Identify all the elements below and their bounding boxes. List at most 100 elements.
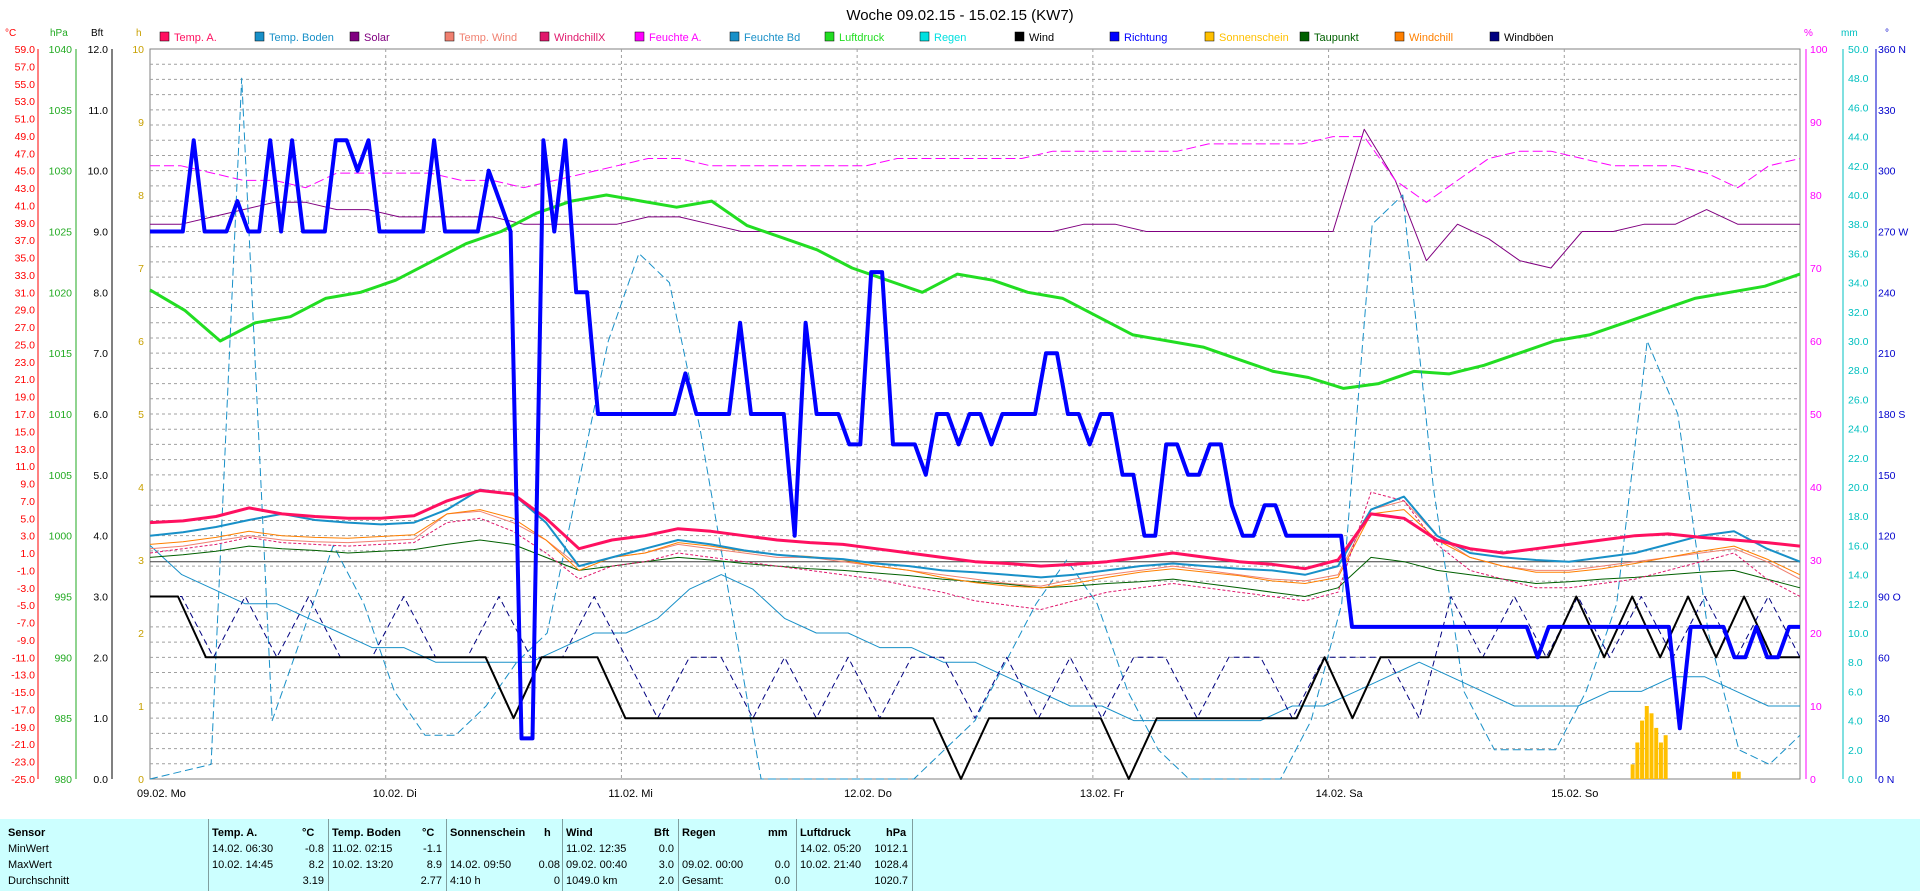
humidity-tick-label: 40 <box>1810 482 1822 494</box>
temp-tick-label: 13.0 <box>15 444 36 456</box>
sunshine-tick-label: 10 <box>132 44 144 56</box>
beaufort-tick-label: 12.0 <box>88 44 109 56</box>
temp-tick-label: 43.0 <box>15 183 36 195</box>
wind-max-value: 3.0 <box>658 859 674 871</box>
temp-boden-max-time: 10.02. 13:20 <box>332 859 394 871</box>
legend-label-feuchte-a: Feuchte A. <box>649 32 702 44</box>
sunshine-tick-label: 9 <box>138 117 144 129</box>
pressure-tick-label: 1010 <box>49 409 73 421</box>
temp-tick-label: 17.0 <box>15 409 36 421</box>
rain-tick-label: 22.0 <box>1848 453 1869 465</box>
legend-swatch-sonnenschein <box>1204 31 1215 42</box>
chart-title: Woche 09.02.15 - 15.02.15 (KW7) <box>846 7 1073 24</box>
sonnenschein-unit: h <box>544 827 551 839</box>
temp-a-unit: °C <box>302 827 315 839</box>
wind-max-time: 09.02. 00:40 <box>566 859 628 871</box>
legend-swatch-temp-boden <box>254 31 265 42</box>
legend-swatch-wind <box>1014 31 1025 42</box>
humidity-tick-label: 50 <box>1810 409 1822 421</box>
pressure-tick-label: 1035 <box>49 105 73 117</box>
sonnenschein-title: Sonnenschein <box>450 827 526 839</box>
rain-tick-label: 4.0 <box>1848 716 1863 728</box>
humidity-tick-label: 30 <box>1810 555 1822 567</box>
legend-label-temp-a: Temp. A. <box>174 32 217 44</box>
durchschnitt-label: Durchschnitt <box>8 875 70 887</box>
pressure-tick-label: 980 <box>54 774 72 786</box>
direction-axis-unit: ° <box>1885 28 1889 39</box>
regen-unit: mm <box>768 827 788 839</box>
legend-label-windchill: Windchill <box>1409 32 1453 44</box>
luftdruck-min-value: 1012.1 <box>874 843 908 855</box>
rain-tick-label: 18.0 <box>1848 511 1869 523</box>
sonnenschein-max-time: 14.02. 09:50 <box>450 859 512 871</box>
humidity-axis-unit: % <box>1804 28 1813 39</box>
temp-boden-avg-value: 2.77 <box>420 875 442 887</box>
series-sonnenschein-bar <box>1658 742 1663 779</box>
legend-label-sonnenschein: Sonnenschein <box>1219 32 1289 44</box>
series-sonnenschein-bar <box>1644 706 1649 779</box>
temp-tick-label: -9.0 <box>17 635 35 647</box>
pressure-tick-label: 1020 <box>49 287 73 299</box>
temp-tick-label: 53.0 <box>15 96 36 108</box>
legend-swatch-windchillx <box>539 31 550 42</box>
day-label: 09.02. Mo <box>137 788 186 800</box>
legend-label-regen: Regen <box>934 32 966 44</box>
series-sonnenschein-bar <box>1630 764 1635 779</box>
temp-tick-label: 1.0 <box>20 548 35 560</box>
series-wind <box>150 595 1800 780</box>
temp-tick-label: -11.0 <box>12 652 35 664</box>
rain-tick-label: 50.0 <box>1848 44 1869 56</box>
temp-tick-label: 11.0 <box>15 461 35 473</box>
rain-tick-label: 30.0 <box>1848 336 1869 348</box>
temp-tick-label: -5.0 <box>17 600 35 612</box>
sonnenschein-total-label: 4:10 h <box>450 875 481 887</box>
rain-tick-label: 26.0 <box>1848 394 1869 406</box>
direction-tick-label: 90 O <box>1878 592 1901 604</box>
series-windb-en <box>150 596 1801 719</box>
temp-boden-unit: °C <box>422 827 435 839</box>
rain-tick-label: 0.0 <box>1848 774 1863 786</box>
luftdruck-avg-value: 1020.7 <box>874 875 908 887</box>
day-label: 11.02. Mi <box>608 788 652 800</box>
legend-swatch-windchill <box>1394 31 1405 42</box>
pressure-tick-label: 1040 <box>49 44 73 56</box>
sunshine-tick-label: 8 <box>138 190 144 202</box>
temp-tick-label: -25.0 <box>11 774 35 786</box>
legend-label-windb-en: Windböen <box>1504 32 1554 44</box>
sensor-title: Sensor <box>8 827 46 839</box>
luftdruck-max-time: 10.02. 21:40 <box>800 859 862 871</box>
temp-a-min-value: -0.8 <box>305 843 324 855</box>
rain-tick-label: 32.0 <box>1848 307 1869 319</box>
temp-boden-max-value: 8.9 <box>426 859 442 871</box>
temp-tick-label: 59.0 <box>15 44 36 56</box>
series-temp-a <box>149 489 1801 571</box>
legend-swatch-feuchte-a <box>634 31 645 42</box>
temp-boden-min-value: -1.1 <box>423 843 442 855</box>
legend-swatch-regen <box>919 31 930 42</box>
pressure-axis-unit: hPa <box>50 28 68 39</box>
rain-tick-label: 44.0 <box>1848 132 1869 144</box>
humidity-tick-label: 0 <box>1810 774 1816 786</box>
rain-tick-label: 14.0 <box>1848 570 1869 582</box>
luftdruck-unit: hPa <box>886 827 907 839</box>
regen-total-label: Gesamt: <box>682 875 724 887</box>
temp-tick-label: 31.0 <box>15 287 36 299</box>
statistics-panel: Sensor MinWert MaxWert Durchschnitt Temp… <box>0 819 1920 891</box>
sunshine-tick-label: 4 <box>138 482 144 494</box>
series-temp-wind <box>149 500 1801 587</box>
weather-chart: Woche 09.02.15 - 15.02.15 (KW7) Temp. A.… <box>5 7 1909 800</box>
wind-avg-value: 2.0 <box>658 875 674 887</box>
humidity-tick-label: 80 <box>1810 190 1822 202</box>
direction-tick-label: 150 <box>1878 470 1896 482</box>
day-label: 13.02. Fr <box>1080 788 1124 800</box>
pressure-tick-label: 985 <box>54 713 72 725</box>
temp-a-max-time: 10.02. 14:45 <box>212 859 274 871</box>
beaufort-tick-label: 1.0 <box>93 713 108 725</box>
legend-swatch-taupunkt <box>1299 31 1310 42</box>
series-sonnenschein-bar <box>1649 713 1654 779</box>
rain-tick-label: 38.0 <box>1848 219 1869 231</box>
wind-distance-label: 1049.0 km <box>566 875 618 887</box>
legend-label-wind: Wind <box>1029 32 1054 44</box>
wind-min-value: 0.0 <box>658 843 674 855</box>
direction-tick-label: 330 <box>1878 105 1896 117</box>
